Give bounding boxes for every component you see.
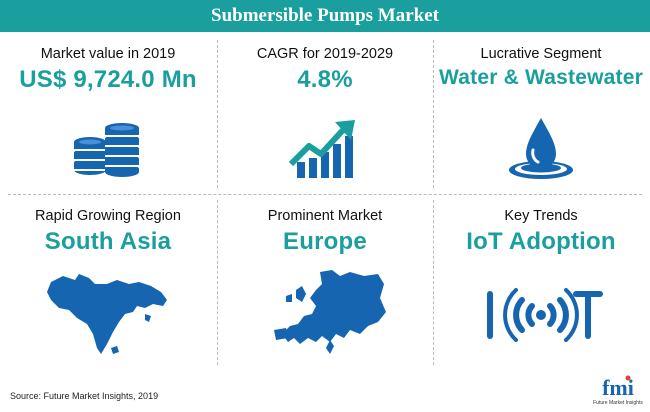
stat-label: Rapid Growing Region bbox=[35, 208, 181, 224]
fmi-logo: fmi Future Market Insights bbox=[590, 375, 646, 407]
stat-lucrative-segment: Lucrative Segment Water & Wastewater bbox=[433, 34, 649, 194]
south-asia-map-icon bbox=[0, 270, 216, 356]
divider-horizontal bbox=[8, 194, 642, 195]
stat-value: IoT Adoption bbox=[466, 228, 616, 255]
stat-label: Key Trends bbox=[504, 208, 578, 224]
divider-vertical bbox=[433, 200, 434, 365]
stat-market-value: Market value in 2019 US$ 9,724.0 Mn bbox=[0, 34, 216, 194]
stat-value: Water & Wastewater bbox=[439, 66, 643, 89]
stat-label: Market value in 2019 bbox=[40, 46, 176, 62]
stat-label: Prominent Market bbox=[267, 208, 383, 224]
stat-value: Europe bbox=[283, 228, 367, 255]
stat-label: CAGR for 2019-2029 bbox=[256, 46, 394, 62]
stat-value: 4.8% bbox=[297, 66, 353, 93]
divider-vertical bbox=[217, 40, 218, 188]
stat-value: US$ 9,724.0 Mn bbox=[19, 66, 197, 93]
divider-vertical bbox=[433, 40, 434, 188]
growth-chart-icon bbox=[217, 118, 433, 180]
stat-cagr: CAGR for 2019-2029 4.8% bbox=[217, 34, 433, 194]
title-bar: Submersible Pumps Market bbox=[0, 0, 650, 32]
europe-map-icon bbox=[217, 268, 433, 360]
page-title: Submersible Pumps Market bbox=[211, 5, 439, 26]
coins-stack-icon bbox=[0, 120, 216, 178]
water-drop-icon bbox=[433, 116, 649, 182]
stat-prominent-market: Prominent Market Europe bbox=[217, 196, 433, 356]
divider-vertical bbox=[217, 200, 218, 365]
source-note: Source: Future Market Insights, 2019 bbox=[10, 391, 159, 401]
stat-value: South Asia bbox=[44, 228, 172, 255]
iot-icon bbox=[433, 280, 649, 350]
stat-label: Lucrative Segment bbox=[480, 46, 602, 62]
stat-growing-region: Rapid Growing Region South Asia bbox=[0, 196, 216, 356]
stat-key-trends: Key Trends IoT Adoption bbox=[433, 196, 649, 356]
svg-text:Future Market Insights: Future Market Insights bbox=[593, 400, 643, 406]
